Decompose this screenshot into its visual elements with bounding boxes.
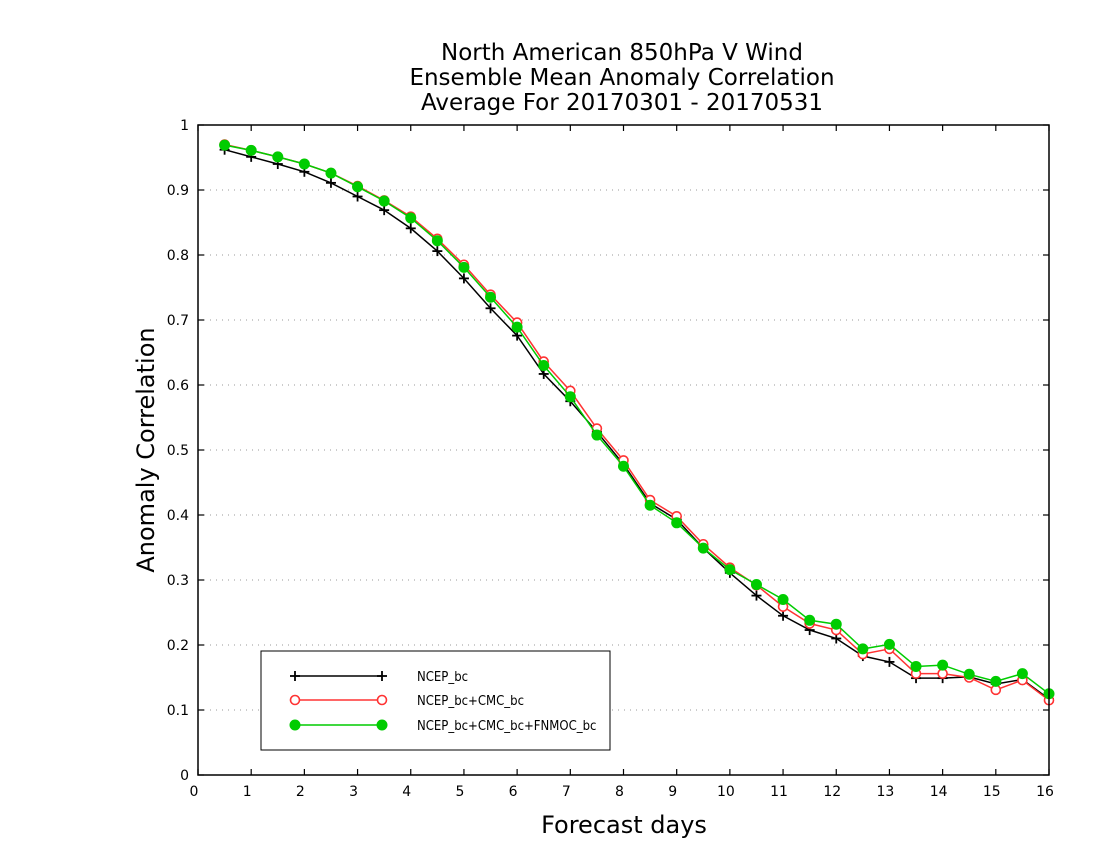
x-tick-label: 16 xyxy=(1036,784,1054,800)
y-tick-label: 0.7 xyxy=(167,313,189,329)
series-3-point xyxy=(990,675,1002,687)
x-tick-label: 10 xyxy=(717,784,735,800)
x-tick-label: 1 xyxy=(243,784,252,800)
legend-marker xyxy=(289,719,301,731)
series-1-point xyxy=(432,246,443,257)
series-1-point xyxy=(485,303,496,314)
grid-lines xyxy=(198,189,1049,711)
series-2 xyxy=(219,139,1055,706)
series-1 xyxy=(219,144,1054,704)
legend-marker xyxy=(290,671,300,681)
x-tick-label: 8 xyxy=(615,784,624,800)
series-3-point xyxy=(245,144,257,156)
y-tick-label: 0 xyxy=(180,768,189,784)
series-1-point xyxy=(884,656,895,667)
series-1-point xyxy=(778,610,789,621)
y-tick-label: 0.4 xyxy=(167,508,189,524)
series-3-point xyxy=(405,212,417,224)
series-line-3 xyxy=(224,144,1050,695)
series-1-point xyxy=(458,273,469,284)
series-3-point xyxy=(378,195,390,207)
x-tick-label: 6 xyxy=(509,784,518,800)
legend-marker xyxy=(376,694,388,706)
series-group xyxy=(219,139,1055,706)
series-3-point xyxy=(830,618,842,630)
y-tick-label: 0.5 xyxy=(167,443,189,459)
series-1-point xyxy=(325,177,336,188)
title-line-3: Average For 20170301 - 20170531 xyxy=(421,90,823,116)
y-tick-label: 0.2 xyxy=(167,638,189,654)
x-tick-label: 7 xyxy=(562,784,571,800)
series-3-point xyxy=(298,158,310,170)
series-3-point xyxy=(458,261,470,273)
series-3-point xyxy=(1016,668,1028,680)
series-line-2 xyxy=(224,143,1050,701)
series-3-point xyxy=(272,151,284,163)
x-tick-label: 9 xyxy=(668,784,677,800)
legend-label-2: NCEP_bc+CMC_bc xyxy=(417,694,524,709)
legend-label-3: NCEP_bc+CMC_bc+FNMOC_bc xyxy=(417,719,596,734)
y-tick-label: 0.3 xyxy=(167,573,189,589)
x-tick-label: 2 xyxy=(296,784,305,800)
series-1-point xyxy=(405,223,416,234)
series-3-point xyxy=(325,167,337,179)
series-3-point xyxy=(697,542,709,554)
legend-label-1: NCEP_bc xyxy=(417,670,468,685)
y-axis-label: Anomaly Correlation xyxy=(132,327,160,572)
y-tick-label: 0.6 xyxy=(167,378,189,394)
series-3-point xyxy=(564,391,576,403)
x-axis-label: Forecast days xyxy=(541,811,707,839)
series-1-point xyxy=(751,590,762,601)
series-3-point xyxy=(937,659,949,671)
x-tick-label: 0 xyxy=(190,784,199,800)
series-3-point xyxy=(804,614,816,626)
series-3-point xyxy=(883,638,895,650)
series-1-point xyxy=(379,205,390,216)
legend-marker xyxy=(377,671,387,681)
series-3-point xyxy=(724,564,736,576)
series-3-point xyxy=(671,517,683,529)
x-tick-label: 12 xyxy=(823,784,841,800)
title-line-2: Ensemble Mean Anomaly Correlation xyxy=(409,65,834,91)
x-tick-label: 4 xyxy=(402,784,411,800)
y-tick-label: 0.9 xyxy=(167,183,189,199)
y-tick-label: 1 xyxy=(180,118,189,134)
legend-marker xyxy=(289,694,301,706)
series-3-point xyxy=(644,499,656,511)
series-3-point xyxy=(352,181,364,193)
series-1-point xyxy=(352,191,363,202)
x-tick-label: 14 xyxy=(930,784,948,800)
title-line-1: North American 850hPa V Wind xyxy=(441,40,803,66)
series-3 xyxy=(219,139,1055,700)
series-3-point xyxy=(857,643,869,655)
series-3-point xyxy=(910,660,922,672)
x-tick-label: 3 xyxy=(349,784,358,800)
y-tick-label: 0.1 xyxy=(167,703,189,719)
series-3-point xyxy=(591,429,603,441)
legend-marker xyxy=(376,719,388,731)
series-3-point xyxy=(219,139,231,151)
x-tick-label: 15 xyxy=(983,784,1001,800)
x-tick-label: 5 xyxy=(455,784,464,800)
series-3-point xyxy=(618,460,629,472)
series-3-point xyxy=(538,360,550,371)
series-3-point xyxy=(750,579,762,591)
series-3-point xyxy=(963,668,975,680)
series-3-point xyxy=(485,291,497,303)
series-3-point xyxy=(511,321,523,333)
y-tick-label: 0.8 xyxy=(167,248,189,264)
axis-ticks: 00.10.20.30.40.50.60.70.80.910 1 2 3 4 5 6 7 8 9 1… xyxy=(167,118,1054,800)
series-line-1 xyxy=(224,148,1050,700)
legend: NCEP_bc NCEP_bc+CMC_bc NCEP_bc+CMC_bc+FNMO… xyxy=(260,650,611,751)
series-3-point xyxy=(777,594,789,605)
x-tick-label: 11 xyxy=(770,784,788,800)
series-3-point xyxy=(431,235,443,247)
x-tick-label: 13 xyxy=(877,784,895,800)
